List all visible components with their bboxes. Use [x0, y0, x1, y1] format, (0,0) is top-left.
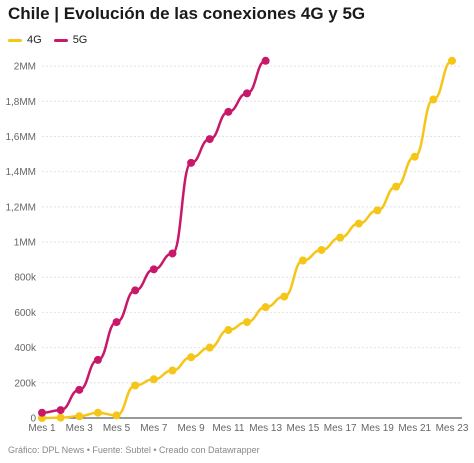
legend-swatch-4g [8, 38, 22, 42]
y-tick-label: 1,8MM [5, 97, 36, 108]
x-tick-label: Mes 13 [249, 423, 282, 434]
data-point-5g [187, 158, 196, 167]
data-point-4g [187, 353, 196, 362]
data-point-5g [168, 249, 177, 258]
x-tick-label: Mes 19 [361, 423, 394, 434]
data-point-4g [429, 95, 438, 104]
data-point-4g [205, 343, 214, 352]
data-point-4g [336, 233, 345, 242]
data-point-4g [75, 412, 84, 421]
data-point-4g [392, 182, 401, 191]
data-point-4g [224, 326, 233, 335]
data-point-4g [56, 413, 65, 422]
data-point-4g [168, 366, 177, 375]
data-point-5g [112, 318, 121, 327]
data-point-4g [112, 411, 121, 420]
y-tick-label: 600k [14, 308, 37, 319]
x-tick-label: Mes 5 [103, 423, 131, 434]
data-point-5g [131, 286, 140, 295]
data-point-4g [280, 292, 289, 301]
series-line-4g [40, 59, 454, 420]
data-point-4g [93, 408, 102, 417]
data-point-4g [131, 381, 140, 390]
legend-item-4g: 4G [8, 34, 42, 46]
data-point-5g [56, 406, 65, 415]
data-point-4g [298, 256, 307, 265]
data-point-4g [317, 245, 326, 254]
y-tick-label: 200k [14, 378, 37, 389]
data-point-5g [205, 135, 214, 144]
legend-label-5g: 5G [72, 34, 88, 46]
legend-swatch-5g [53, 38, 68, 42]
data-point-4g [243, 318, 251, 327]
data-point-4g [448, 56, 456, 65]
x-tick-label: Mes 21 [398, 423, 431, 434]
data-point-5g [224, 107, 233, 116]
data-point-5g [75, 385, 84, 394]
legend-item-5g: 5G [53, 34, 88, 46]
x-tick-label: Mes 15 [287, 423, 320, 434]
data-point-5g [149, 265, 158, 274]
y-tick-label: 800k [14, 273, 37, 284]
legend-label-4g: 4G [27, 34, 42, 46]
chart-title: Chile | Evolución de las conexiones 4G y… [8, 4, 366, 23]
legend: 4G 5G [8, 34, 87, 46]
y-tick-label: 1,4MM [5, 167, 36, 178]
data-point-5g [261, 56, 270, 65]
data-point-4g [354, 219, 363, 228]
data-point-4g [410, 152, 419, 161]
x-tick-label: Mes 3 [66, 423, 94, 434]
x-tick-label: Mes 11 [212, 423, 244, 434]
x-tick-label: Mes 17 [324, 423, 357, 434]
y-tick-label: 1,2MM [5, 202, 36, 213]
y-tick-label: 1,6MM [5, 132, 36, 143]
series-line-5g [40, 59, 267, 414]
x-tick-label: Mes 9 [177, 423, 205, 434]
data-point-5g [93, 355, 102, 364]
data-point-4g [149, 375, 158, 384]
data-point-4g [373, 206, 382, 215]
data-point-5g [243, 89, 251, 98]
data-point-5g [38, 408, 46, 417]
x-tick-label: Mes 1 [28, 423, 56, 434]
x-tick-label: Mes 7 [140, 423, 168, 434]
y-tick-label: 2MM [14, 62, 36, 73]
x-tick-label: Mes 23 [436, 423, 469, 434]
y-tick-label: 1MM [14, 238, 36, 249]
source-note: Gráfico: DPL News • Fuente: Subtel • Cre… [8, 445, 260, 455]
data-point-4g [261, 303, 270, 312]
y-tick-label: 0 [30, 414, 36, 425]
y-tick-label: 400k [14, 343, 37, 354]
